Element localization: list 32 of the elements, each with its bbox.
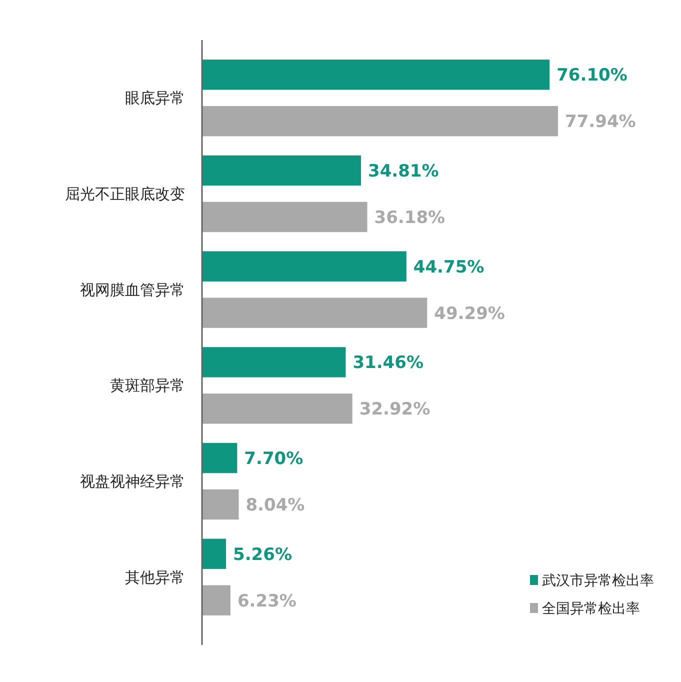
bar <box>202 585 230 616</box>
bar <box>202 202 368 232</box>
bar <box>202 251 406 282</box>
bar <box>202 394 352 424</box>
bar <box>202 106 558 136</box>
data-label: 44.75% <box>413 257 484 278</box>
y-tick-label: 视盘视神经异常 <box>80 472 185 490</box>
y-tick-label: 黄斑部异常 <box>110 376 185 395</box>
data-label: 31.46% <box>352 353 424 374</box>
legend-label: 全国异常检出率 <box>542 600 640 617</box>
data-label: 36.18% <box>374 208 446 228</box>
y-tick-label: 其他异常 <box>125 568 185 586</box>
data-label: 7.70% <box>244 448 304 469</box>
data-label: 5.26% <box>233 544 292 565</box>
bar <box>202 538 226 569</box>
bar <box>202 155 361 186</box>
data-label: 34.81% <box>368 161 439 182</box>
data-label: 76.10% <box>556 66 628 86</box>
data-label: 49.29% <box>434 304 505 324</box>
data-label: 6.23% <box>237 591 296 612</box>
y-tick-label: 眼底异常 <box>125 89 185 108</box>
bar <box>202 489 239 520</box>
bar <box>202 442 238 474</box>
y-tick-label: 视网膜血管异常 <box>80 280 185 299</box>
y-tick-label: 屈光不正眼底改变 <box>65 185 185 203</box>
data-label: 32.92% <box>359 400 430 420</box>
bar <box>202 347 346 378</box>
bar <box>202 60 550 90</box>
bar <box>202 298 428 328</box>
data-label: 77.94% <box>565 112 636 132</box>
data-label: 8.04% <box>246 495 305 516</box>
legend-label: 武汉市异常检出率 <box>542 572 654 589</box>
